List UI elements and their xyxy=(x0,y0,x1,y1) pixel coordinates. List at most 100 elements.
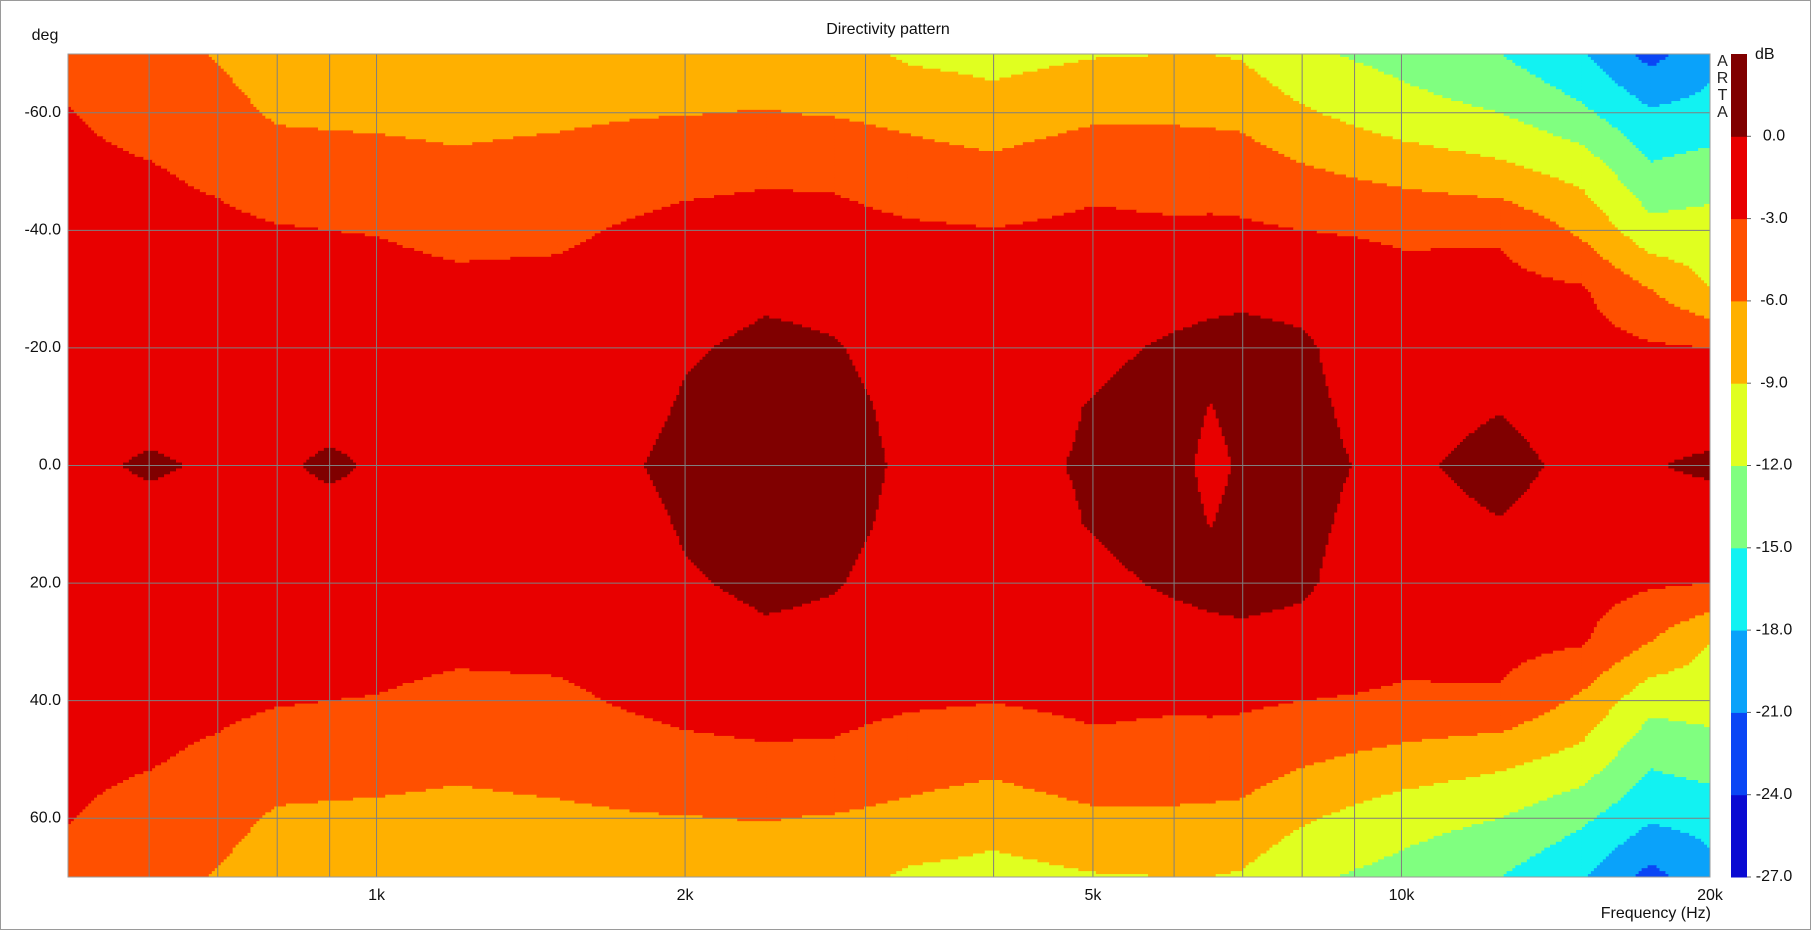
contour-cell xyxy=(1500,206,1525,211)
contour-cell xyxy=(1581,130,1622,134)
contour-cell xyxy=(1509,506,1583,511)
contour-cell xyxy=(1581,106,1589,111)
contour-cell xyxy=(685,177,767,181)
contour-cell xyxy=(766,812,836,816)
contour-cell xyxy=(1072,486,1094,490)
contour-cell xyxy=(68,133,98,137)
contour-cell xyxy=(457,765,558,769)
contour-cell xyxy=(1581,68,1604,73)
contour-cell xyxy=(1302,397,1332,402)
contour-cell xyxy=(685,224,767,229)
contour-cell xyxy=(68,71,150,76)
contour-cell xyxy=(1209,735,1244,740)
contour-cell xyxy=(1221,494,1244,499)
contour-cell xyxy=(1641,150,1652,155)
contour-cell xyxy=(277,450,319,455)
contour-cell xyxy=(1302,600,1403,605)
contour-cell xyxy=(1506,253,1583,258)
contour-cell xyxy=(1049,862,1094,866)
contour-cell xyxy=(708,577,767,581)
contour-cell xyxy=(1500,189,1583,193)
contour-cell xyxy=(1401,777,1467,781)
contour-cell xyxy=(907,709,921,713)
contour-cell xyxy=(1302,583,1318,587)
contour-cell xyxy=(1092,815,1175,819)
contour-cell xyxy=(223,68,278,73)
contour-cell xyxy=(1174,732,1211,737)
contour-cell xyxy=(1462,101,1502,105)
contour-cell xyxy=(834,606,909,611)
contour-cell xyxy=(1302,62,1365,67)
contour-cell xyxy=(1401,677,1502,681)
contour-cell xyxy=(1215,515,1244,520)
contour-cell xyxy=(1242,838,1282,843)
contour-cell xyxy=(1230,459,1244,464)
contour-cell xyxy=(1334,171,1403,176)
contour-cell xyxy=(557,203,639,208)
contour-cell xyxy=(685,741,767,746)
contour-cell xyxy=(1242,56,1303,61)
contour-cell xyxy=(766,465,836,525)
contour-cell xyxy=(105,788,150,793)
contour-cell xyxy=(993,406,1082,411)
contour-cell xyxy=(149,753,177,758)
contour-cell xyxy=(638,491,660,496)
contour-cell xyxy=(907,700,995,705)
contour-cell xyxy=(149,800,219,805)
contour-cell xyxy=(457,286,558,290)
contour-cell xyxy=(1209,397,1244,402)
contour-cell xyxy=(376,680,415,684)
contour-cell xyxy=(922,65,995,70)
contour-cell xyxy=(834,342,842,346)
contour-cell xyxy=(1092,212,1164,217)
contour-cell xyxy=(68,115,81,120)
contour-cell xyxy=(834,142,909,146)
contour-cell xyxy=(1500,774,1583,778)
contour-cell xyxy=(1503,512,1583,517)
contour-cell xyxy=(1401,762,1502,766)
contour-cell xyxy=(68,412,150,417)
contour-cell xyxy=(875,415,909,420)
contour-cell xyxy=(834,418,877,423)
contour-cell xyxy=(655,489,686,493)
contour-cell xyxy=(1544,712,1583,716)
contour-cell xyxy=(993,77,1001,82)
contour-cell xyxy=(907,768,995,772)
contour-cell xyxy=(1629,92,1652,96)
contour-cell xyxy=(557,671,639,675)
contour-cell xyxy=(1500,747,1566,752)
contour-cell xyxy=(536,133,558,137)
contour-cell xyxy=(1302,727,1403,731)
contour-cell xyxy=(562,250,639,255)
contour-cell xyxy=(907,524,995,584)
contour-cell xyxy=(1302,574,1321,578)
contour-cell xyxy=(1119,368,1175,373)
contour-cell xyxy=(766,65,836,70)
contour-cell xyxy=(128,459,150,464)
contour-cell xyxy=(1174,212,1208,217)
contour-cell xyxy=(1242,183,1303,187)
contour-cell xyxy=(907,80,995,84)
contour-cell xyxy=(658,436,686,440)
contour-cell xyxy=(323,480,331,484)
contour-cell xyxy=(557,256,639,261)
contour-cell xyxy=(1401,659,1502,664)
contour-cell xyxy=(638,130,686,134)
contour-cell xyxy=(1174,782,1211,787)
contour-cell xyxy=(277,115,331,120)
contour-cell xyxy=(1251,791,1303,796)
contour-cell xyxy=(766,721,836,725)
contour-cell xyxy=(1078,503,1094,508)
contour-cell xyxy=(1322,565,1403,569)
contour-cell xyxy=(1224,491,1244,496)
contour-cell xyxy=(217,812,266,816)
contour-cell xyxy=(834,780,909,784)
contour-cell xyxy=(1209,568,1244,572)
contour-cell xyxy=(329,747,378,752)
contour-cell xyxy=(638,456,648,461)
contour-cell xyxy=(1503,874,1583,877)
contour-cell xyxy=(834,603,909,608)
contour-cell xyxy=(1319,350,1403,355)
contour-cell xyxy=(1215,415,1244,420)
